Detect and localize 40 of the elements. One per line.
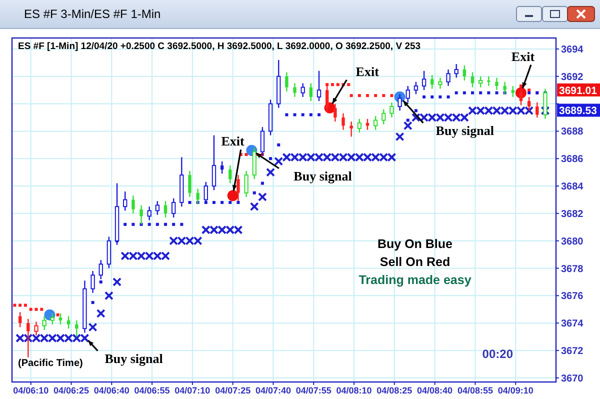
y-tick-label: 3688 [561,126,584,138]
y-tick-label: 3680 [561,236,584,248]
annotation: Sell On Red [380,255,450,269]
annotation: Buy signal [436,122,494,138]
annotation: Exit [221,134,246,149]
y-tick-label: 3676 [561,291,584,302]
y-tick-label: 3674 [561,318,584,330]
x-tick-label: 04/06:10 [13,385,49,396]
annotation: 3689.53 [559,105,598,118]
chart-subtitle: ES #F [1-Min] 12/04/20 +0.2500 C 3692.5000, H 3692.5000, L 3692.0000, O 3692.2500, V 253 [18,41,421,52]
chart-title: ES #F 3-Min/ES #F 1-Min [24,7,161,21]
x-tick-label: 04/07:40 [255,385,291,396]
x-tick-label: 04/06:40 [94,385,130,396]
y-tick-label: 3678 [561,264,584,275]
annotation: 00:20 [482,347,514,361]
x-tick-label: 04/06:25 [53,385,90,396]
y-tick-label: 3694 [561,44,584,56]
annotation: (Pacific Time) [18,358,83,369]
x-tick-label: 04/08:10 [336,385,372,396]
x-tick-label: 04/06:55 [134,385,170,396]
x-tick-label: 04/07:25 [215,385,251,396]
x-tick-label: 04/09:10 [498,385,534,396]
annotation: Buy signal [294,168,352,184]
y-tick-label: 3682 [561,208,584,220]
annotation: 3691.01 [559,84,598,97]
y-tick-label: 3670 [561,373,584,384]
annotation: Buy signal [104,350,164,366]
x-tick-label: 04/08:25 [376,385,412,396]
annotation: Buy On Blue [377,237,453,251]
x-tick-label: 04/08:40 [417,385,453,396]
x-tick-label: 04/07:10 [174,385,210,396]
annotation: Exit [511,48,536,64]
y-tick-label: 3684 [561,182,584,193]
y-tick-label: 3686 [561,154,584,166]
annotation: Exit [356,64,380,79]
y-tick-label: 3692 [561,72,584,83]
annotation: Trading made easy [358,273,472,287]
y-tick-label: 3672 [561,346,584,358]
x-tick-label: 04/07:55 [296,385,332,396]
x-tick-label: 04/08:55 [457,385,493,396]
